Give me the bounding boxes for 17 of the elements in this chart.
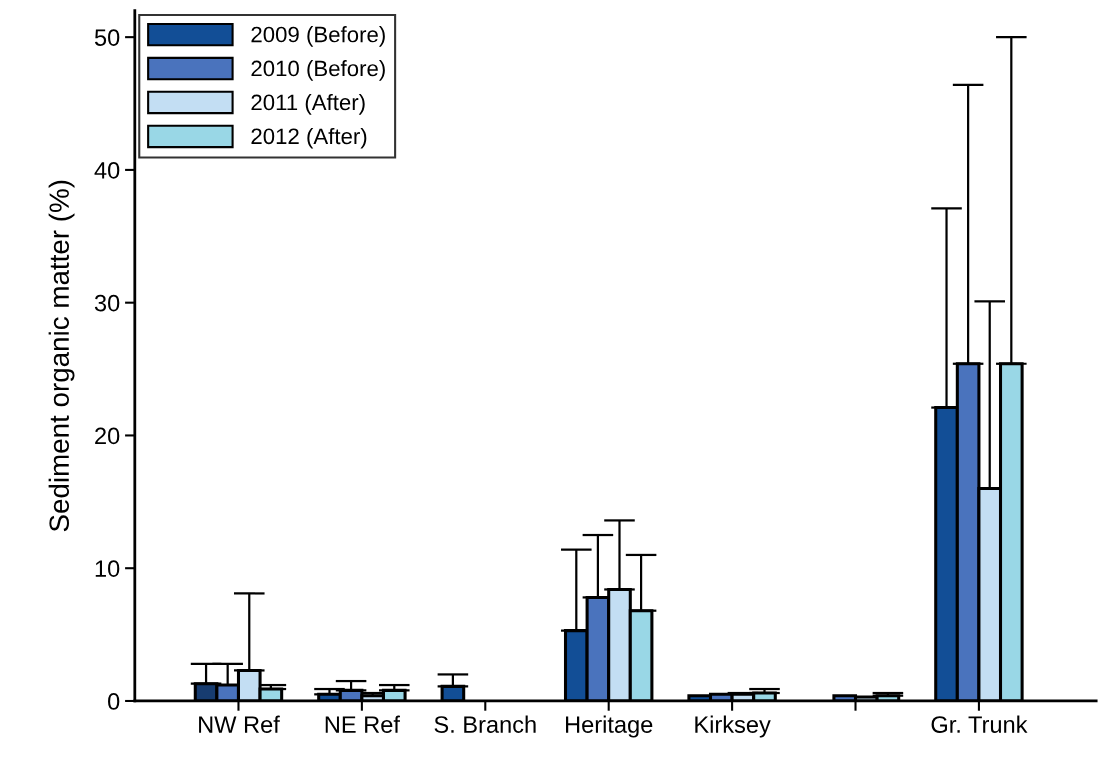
x-tick-label: Kirksey bbox=[695, 715, 771, 738]
legend-label: 2010 (Before) bbox=[251, 59, 385, 81]
x-tick-label: NW Ref bbox=[199, 715, 280, 733]
x-tick-label: Heritage bbox=[566, 715, 653, 738]
y-tick-label: 30 bbox=[94, 294, 120, 312]
legend-label: 2012 (After) bbox=[251, 127, 367, 149]
y-tick-label: 10 bbox=[95, 560, 120, 577]
y-axis-title: Sediment organic matter (%) bbox=[48, 180, 75, 532]
legend-label: 2011 (After) bbox=[251, 93, 365, 115]
x-tick-label: NE Ref bbox=[325, 715, 400, 733]
x-tick-label: S. Branch bbox=[434, 715, 536, 733]
legend-label: 2009 (Before) bbox=[251, 26, 385, 47]
y-tick-label: 0 bbox=[108, 693, 120, 710]
y-tick-label: 40 bbox=[94, 161, 120, 179]
y-tick-label: 50 bbox=[94, 29, 120, 46]
y-tick-label: 20 bbox=[95, 427, 120, 445]
x-tick-label: Gr. Trunk bbox=[931, 715, 1028, 733]
